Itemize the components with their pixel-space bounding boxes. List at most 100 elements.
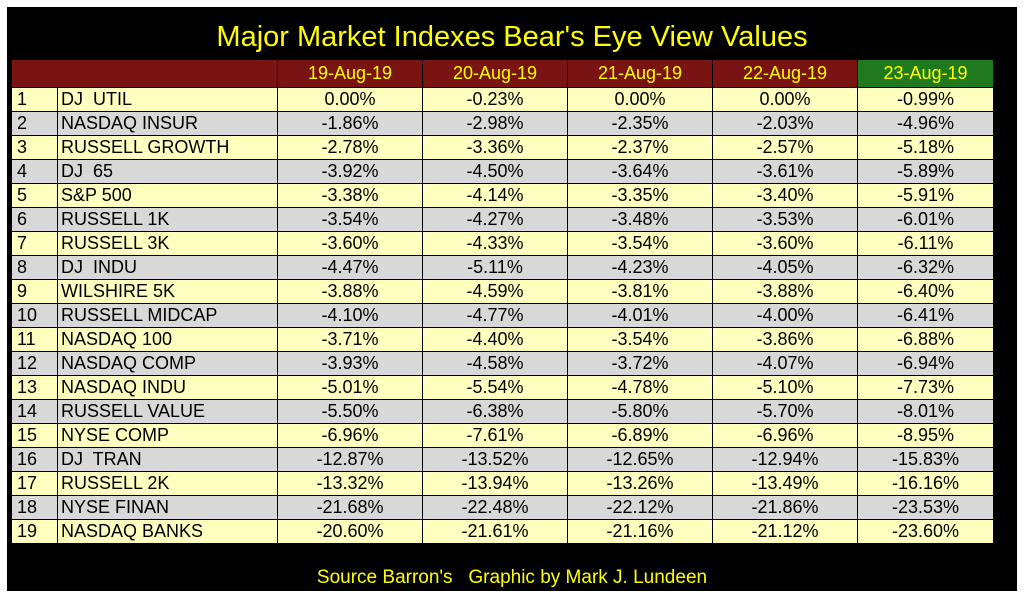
table-row: 13 NASDAQ INDU -5.01% -5.54% -4.78% -5.10% -7.… <box>11 375 994 400</box>
value-cell: -21.68% <box>277 495 423 520</box>
value-cell: -6.88% <box>857 327 994 352</box>
value-cell: -3.40% <box>712 183 858 208</box>
value-cell: -3.71% <box>277 327 423 352</box>
rank-cell: 1 <box>11 87 58 112</box>
value-cell: -6.96% <box>712 423 858 448</box>
value-cell: -3.38% <box>277 183 423 208</box>
table-row: 2 NASDAQ INSUR -1.86% -2.98% -2.35% -2.03% -4.… <box>11 111 994 136</box>
index-name-cell: NYSE COMP <box>57 423 278 448</box>
value-cell: -8.01% <box>857 399 994 424</box>
index-name-cell: RUSSELL 2K <box>57 471 278 496</box>
rank-cell: 12 <box>11 351 58 376</box>
value-cell: -6.41% <box>857 303 994 328</box>
table-row: 11 NASDAQ 100 -3.71% -4.40% -3.54% -3.86% -6.8… <box>11 327 994 352</box>
value-cell: -3.86% <box>712 327 858 352</box>
index-name-cell: NASDAQ COMP <box>57 351 278 376</box>
table-row: 18 NYSE FINAN -21.68% -22.48% -22.12% -21.86%… <box>11 495 994 520</box>
value-cell: -13.26% <box>567 471 713 496</box>
value-cell: -3.53% <box>712 207 858 232</box>
value-cell: -12.94% <box>712 447 858 472</box>
data-table: 19-Aug-19 20-Aug-19 21-Aug-19 22-Aug-19 23-A… <box>11 60 994 544</box>
index-name-cell: RUSSELL 3K <box>57 231 278 256</box>
value-cell: -4.10% <box>277 303 423 328</box>
value-cell: -16.16% <box>857 471 994 496</box>
value-cell: -3.61% <box>712 159 858 184</box>
value-cell: -2.98% <box>422 111 568 136</box>
table-row: 8 DJ INDU -4.47% -5.11% -4.23% -4.05% -6.32% <box>11 255 994 280</box>
index-name-cell: DJ TRAN <box>57 447 278 472</box>
value-cell: -0.23% <box>422 87 568 112</box>
value-cell: -5.10% <box>712 375 858 400</box>
value-cell: -4.96% <box>857 111 994 136</box>
value-cell: -4.77% <box>422 303 568 328</box>
value-cell: -5.01% <box>277 375 423 400</box>
value-cell: -7.61% <box>422 423 568 448</box>
rank-cell: 9 <box>11 279 58 304</box>
value-cell: -21.86% <box>712 495 858 520</box>
value-cell: -22.48% <box>422 495 568 520</box>
index-name-cell: NASDAQ 100 <box>57 327 278 352</box>
rank-cell: 8 <box>11 255 58 280</box>
table-row: 10 RUSSELL MIDCAP -4.10% -4.77% -4.01% -4.00%… <box>11 303 994 328</box>
rank-cell: 15 <box>11 423 58 448</box>
value-cell: -5.91% <box>857 183 994 208</box>
index-name-cell: S&P 500 <box>57 183 278 208</box>
value-cell: -22.12% <box>567 495 713 520</box>
table-body: 1 DJ UTIL 0.00% -0.23% 0.00% 0.00% -0.99% 2 NASD… <box>11 87 994 544</box>
value-cell: -15.83% <box>857 447 994 472</box>
value-cell: -3.81% <box>567 279 713 304</box>
value-cell: -4.50% <box>422 159 568 184</box>
value-cell: -3.35% <box>567 183 713 208</box>
value-cell: -6.96% <box>277 423 423 448</box>
source-credit: Source Barron's Graphic by Mark J. Lunde… <box>316 567 708 588</box>
value-cell: -6.01% <box>857 207 994 232</box>
value-cell: -4.78% <box>567 375 713 400</box>
index-name-cell: NASDAQ INSUR <box>57 111 278 136</box>
rank-cell: 10 <box>11 303 58 328</box>
chart-title: Major Market Indexes Bear's Eye View Val… <box>216 21 808 53</box>
column-header: 22-Aug-19 <box>712 60 858 88</box>
table-row: 17 RUSSELL 2K -13.32% -13.94% -13.26% -13.49%… <box>11 471 994 496</box>
value-cell: -21.61% <box>422 519 568 544</box>
value-cell: -2.03% <box>712 111 858 136</box>
value-cell: -3.88% <box>712 279 858 304</box>
value-cell: -5.80% <box>567 399 713 424</box>
value-cell: -3.54% <box>277 207 423 232</box>
value-cell: -3.72% <box>567 351 713 376</box>
rank-cell: 17 <box>11 471 58 496</box>
header-blank <box>11 60 278 88</box>
value-cell: -4.00% <box>712 303 858 328</box>
index-name-cell: WILSHIRE 5K <box>57 279 278 304</box>
table-row: 3 RUSSELL GROWTH -2.78% -3.36% -2.37% -2.57% -… <box>11 135 994 160</box>
value-cell: -4.40% <box>422 327 568 352</box>
value-cell: -13.49% <box>712 471 858 496</box>
value-cell: -5.11% <box>422 255 568 280</box>
value-cell: -3.36% <box>422 135 568 160</box>
rank-cell: 6 <box>11 207 58 232</box>
chart-frame: Major Market Indexes Bear's Eye View Val… <box>7 7 1017 591</box>
index-name-cell: RUSSELL GROWTH <box>57 135 278 160</box>
value-cell: -13.94% <box>422 471 568 496</box>
value-cell: -4.47% <box>277 255 423 280</box>
index-name-cell: DJ 65 <box>57 159 278 184</box>
table-row: 15 NYSE COMP -6.96% -7.61% -6.89% -6.96% -8.95… <box>11 423 994 448</box>
value-cell: -7.73% <box>857 375 994 400</box>
rank-cell: 14 <box>11 399 58 424</box>
table-row: 14 RUSSELL VALUE -5.50% -6.38% -5.80% -5.70% -… <box>11 399 994 424</box>
index-name-cell: RUSSELL VALUE <box>57 399 278 424</box>
value-cell: -2.78% <box>277 135 423 160</box>
value-cell: -23.60% <box>857 519 994 544</box>
value-cell: -13.52% <box>422 447 568 472</box>
value-cell: -4.05% <box>712 255 858 280</box>
rank-cell: 11 <box>11 327 58 352</box>
value-cell: -2.35% <box>567 111 713 136</box>
table-row: 7 RUSSELL 3K -3.60% -4.33% -3.54% -3.60% -6.11… <box>11 231 994 256</box>
value-cell: -3.54% <box>567 231 713 256</box>
value-cell: -5.89% <box>857 159 994 184</box>
rank-cell: 4 <box>11 159 58 184</box>
value-cell: -4.58% <box>422 351 568 376</box>
value-cell: -5.54% <box>422 375 568 400</box>
index-name-cell: RUSSELL MIDCAP <box>57 303 278 328</box>
table-row: 4 DJ 65 -3.92% -4.50% -3.64% -3.61% -5.89% <box>11 159 994 184</box>
column-header: 23-Aug-19 <box>857 60 994 88</box>
